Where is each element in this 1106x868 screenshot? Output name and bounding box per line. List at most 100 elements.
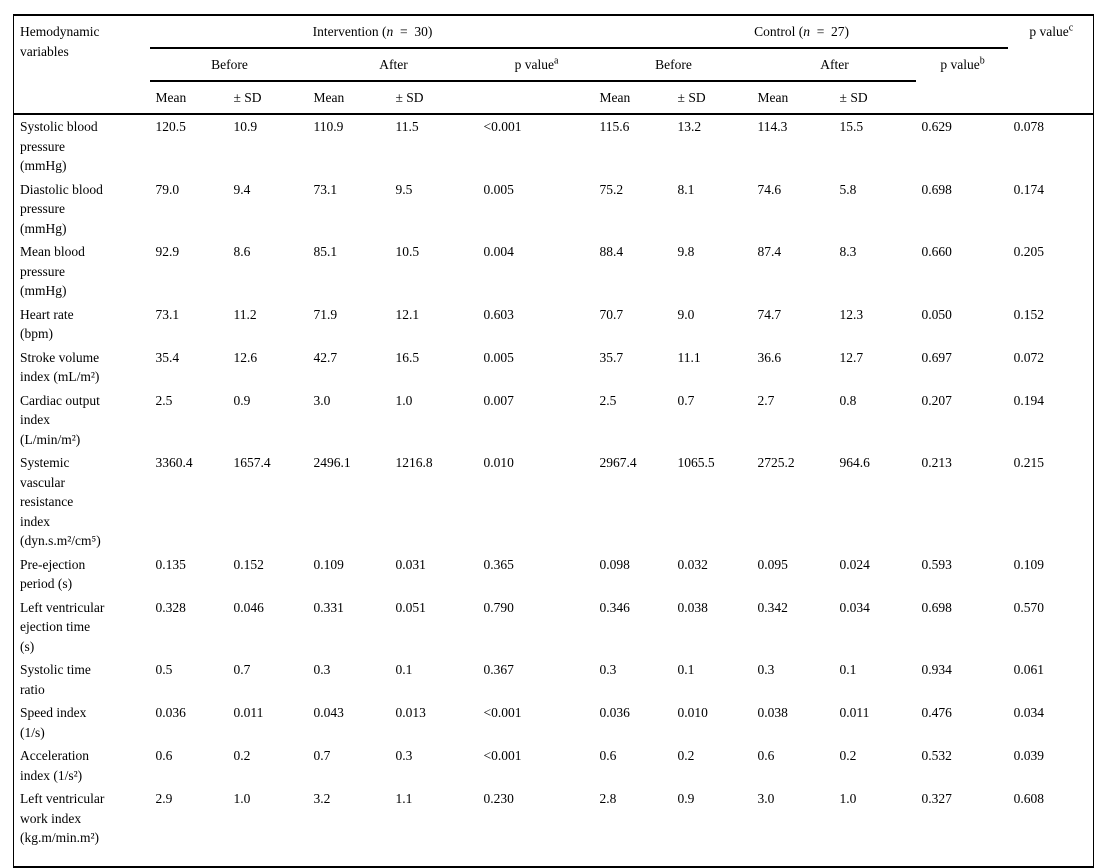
p-value-b: 0.207: [921, 392, 952, 408]
intervention-before-mean: 0.135: [155, 556, 186, 572]
control-before-mean: 0.346: [599, 599, 630, 615]
p-value-c: 0.039: [1013, 748, 1044, 763]
control-after-mean: 74.7: [757, 306, 782, 322]
p-value-b: 0.698: [921, 181, 952, 197]
control-after-sd: 12.3: [839, 306, 864, 322]
intervention-after-sd: 0.051: [395, 599, 426, 615]
table-row: Cardiac output index (L/min/m²) 2.5 0.9 …: [14, 389, 1094, 452]
control-after-mean: 74.6: [757, 181, 782, 197]
variable-label: Systemic vascular resistance index (dyn.…: [20, 455, 101, 548]
variable-label: Stroke volume index (mL/m²): [20, 349, 100, 385]
control-after-sd: 8.3: [839, 244, 857, 259]
intervention-before-mean: 73.1: [155, 306, 180, 322]
intervention-after-sd: 11.5: [395, 119, 419, 134]
intervention-after-mean: 85.1: [313, 244, 338, 259]
control-after-mean: 0.342: [757, 599, 788, 615]
p-value-c: 0.078: [1013, 119, 1044, 134]
intervention-before-sd: 0.9: [233, 392, 251, 408]
intervention-before-sd: 8.6: [233, 244, 251, 259]
intervention-before-mean: 92.9: [155, 244, 180, 259]
p-value-a: <0.001: [483, 705, 522, 720]
table-row: Mean blood pressure (mmHg) 92.9 8.6 85.1…: [14, 240, 1094, 303]
control-after-sd: 964.6: [839, 455, 870, 470]
empty-header-cell: [477, 81, 594, 115]
control-after-mean: 2725.2: [757, 455, 795, 470]
intervention-after-mean-header: Mean: [307, 81, 390, 115]
intervention-before-mean: 0.036: [155, 705, 186, 720]
table-body: Systolic blood pressure (mmHg) 120.5 10.…: [14, 114, 1094, 867]
intervention-before-mean: 2.9: [155, 791, 173, 806]
intervention-before-sd: 12.6: [233, 349, 258, 365]
table-row: Pre-ejection period (s) 0.135 0.152 0.10…: [14, 553, 1094, 596]
control-before-mean: 88.4: [599, 244, 624, 259]
control-after-sd: 0.034: [839, 599, 870, 615]
control-before-header: Before: [593, 48, 752, 82]
p-value-b: 0.050: [921, 306, 952, 322]
variable-label: Systolic blood pressure (mmHg): [20, 119, 98, 173]
variable-label: Cardiac output index (L/min/m²): [20, 392, 100, 447]
hemodynamic-table: Hemodynamic variables Intervention (n = …: [13, 14, 1095, 868]
intervention-before-sd-header: ± SD: [227, 81, 308, 115]
p-value-b: 0.629: [921, 119, 952, 134]
p-value-b: 0.593: [921, 556, 952, 572]
intervention-before-mean: 35.4: [155, 349, 180, 365]
control-after-sd: 1.0: [839, 791, 857, 806]
intervention-after-sd: 0.031: [395, 556, 426, 572]
control-after-mean: 114.3: [757, 119, 788, 134]
control-before-mean: 2.5: [599, 392, 617, 408]
control-after-mean: 36.6: [757, 349, 782, 365]
p-value-c: 0.194: [1013, 392, 1044, 408]
intervention-after-mean: 3.2: [313, 791, 331, 806]
control-before-mean: 2.8: [599, 791, 617, 806]
p-value-c: 0.109: [1013, 556, 1044, 572]
variable-label: Left ventricular ejection time (s): [20, 599, 105, 654]
header-row-groups: Hemodynamic variables Intervention (n = …: [13, 15, 1094, 115]
table-row: Acceleration index (1/s²) 0.6 0.2 0.7 0.…: [14, 744, 1094, 787]
control-after-sd-header: ± SD: [833, 81, 916, 115]
control-before-mean: 115.6: [599, 119, 630, 134]
control-after-sd: 0.011: [839, 705, 870, 720]
variable-label: Pre-ejection period (s): [20, 556, 86, 592]
intervention-before-mean: 120.5: [155, 119, 186, 134]
p-value-a-superscript: a: [553, 55, 559, 67]
p-value-b: 0.934: [921, 662, 952, 677]
intervention-before-mean: 0.6: [155, 748, 173, 763]
table-header: Hemodynamic variables Intervention (n = …: [13, 15, 1094, 115]
control-before-mean: 0.3: [599, 662, 617, 677]
control-after-sd: 0.8: [839, 392, 857, 408]
p-value-b: 0.660: [921, 244, 952, 259]
control-before-mean: 75.2: [599, 181, 624, 197]
intervention-before-sd: 0.046: [233, 599, 264, 615]
p-value-b: 0.476: [921, 705, 952, 720]
control-after-mean: 87.4: [757, 244, 782, 259]
intervention-after-sd-header: ± SD: [389, 81, 478, 115]
intervention-before-mean: 0.328: [155, 599, 186, 615]
control-before-sd: 9.0: [677, 306, 695, 322]
header-row-timepoints: Before After p valuea Before After p val…: [14, 48, 1094, 115]
control-before-mean: 0.6: [599, 748, 617, 763]
intervention-after-sd: 12.1: [395, 306, 420, 322]
p-value-c: 0.174: [1013, 181, 1044, 197]
control-before-sd: 13.2: [677, 119, 702, 134]
intervention-before-sd: 0.2: [233, 748, 251, 763]
control-before-sd: 0.010: [677, 705, 708, 720]
intervention-before-mean-header: Mean: [149, 81, 228, 115]
control-after-sd: 5.8: [839, 181, 857, 197]
variable-label: Acceleration index (1/s²): [20, 748, 89, 783]
variables-column-header: Hemodynamic variables: [13, 15, 150, 115]
intervention-after-sd: 16.5: [395, 349, 420, 365]
p-value-b: 0.697: [921, 349, 952, 365]
intervention-after-mean: 42.7: [313, 349, 338, 365]
p-value-b: 0.213: [921, 455, 952, 470]
intervention-before-sd: 0.011: [233, 705, 264, 720]
p-value-c: 0.152: [1013, 306, 1044, 322]
control-after-mean: 0.095: [757, 556, 788, 572]
control-after-mean: 0.038: [757, 705, 788, 720]
control-before-sd: 1065.5: [677, 455, 715, 470]
control-before-sd: 9.8: [677, 244, 695, 259]
intervention-after-mean: 71.9: [313, 306, 338, 322]
intervention-before-sd: 0.7: [233, 662, 251, 677]
control-before-mean: 2967.4: [599, 455, 637, 470]
intervention-after-mean: 0.043: [313, 705, 344, 720]
